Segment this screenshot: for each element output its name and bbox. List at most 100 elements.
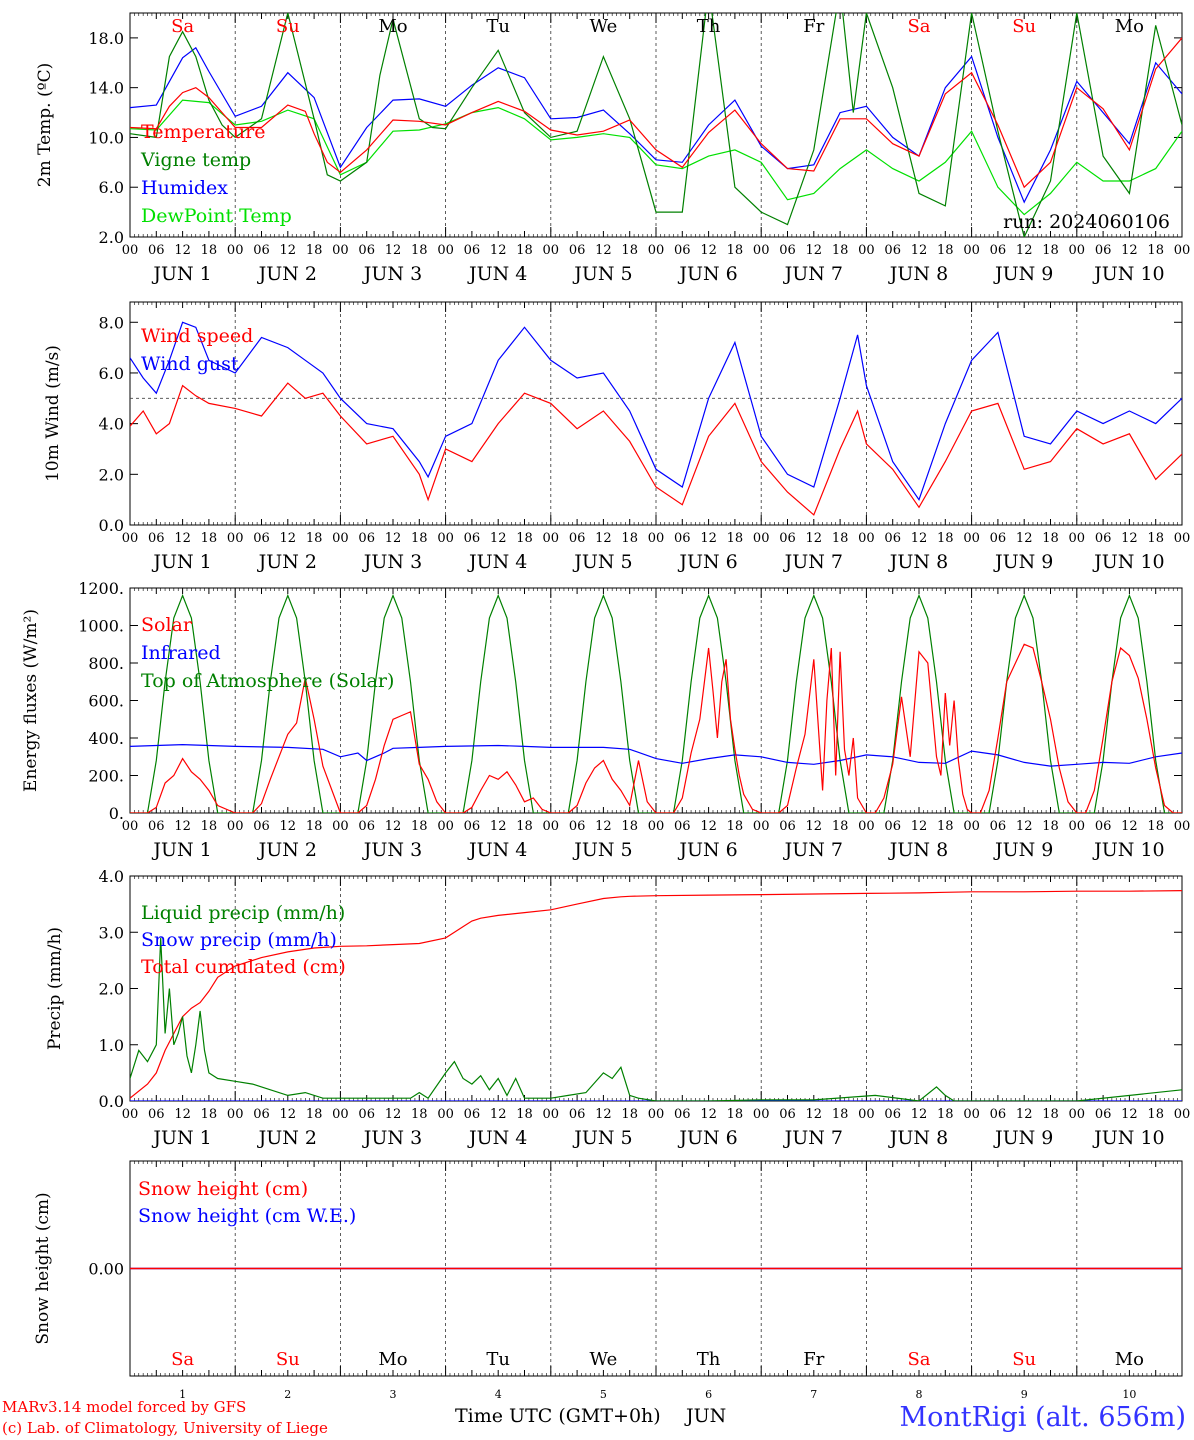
hour-tick-label: 00 xyxy=(858,243,875,258)
hour-tick-label: 12 xyxy=(174,243,191,258)
hour-tick-label: 18 xyxy=(1042,819,1059,834)
hour-tick-label: 12 xyxy=(490,819,507,834)
date-label: JUN 1 xyxy=(151,263,211,285)
legend-entry: Temperature xyxy=(141,121,265,143)
hour-tick-label: 06 xyxy=(674,1107,691,1122)
day-number-label: 10 xyxy=(1122,1388,1136,1401)
date-label: JUN 5 xyxy=(572,1127,632,1149)
series-line-temperature xyxy=(130,37,1182,189)
hour-tick-label: 12 xyxy=(280,1107,297,1122)
date-label: JUN 9 xyxy=(993,1127,1053,1149)
series-line-wind-gust xyxy=(130,321,1182,502)
hour-tick-label: 18 xyxy=(832,243,849,258)
hour-tick-label: 00 xyxy=(227,1107,244,1122)
hour-tick-label: 12 xyxy=(911,1107,928,1122)
hour-tick-label: 06 xyxy=(358,243,375,258)
weekday-label: Su xyxy=(1012,16,1036,37)
hour-tick-label: 06 xyxy=(569,531,586,546)
hour-tick-label: 00 xyxy=(1069,243,1086,258)
run-annotation: run: 2024060106 xyxy=(1003,211,1170,233)
series-line-total-cumulated-cm- xyxy=(130,890,1182,1099)
hour-tick-label: 18 xyxy=(1042,1107,1059,1122)
date-label: JUN 2 xyxy=(257,263,317,285)
station-title: MontRigi (alt. 656m) xyxy=(899,1402,1186,1433)
series-line-dewpoint-temp xyxy=(130,99,1182,216)
hour-tick-label: 06 xyxy=(253,531,270,546)
hour-tick-label: 06 xyxy=(253,1107,270,1122)
hour-tick-label: 12 xyxy=(280,819,297,834)
series-line-wind-speed xyxy=(130,382,1182,516)
hour-tick-label: 00 xyxy=(963,1107,980,1122)
date-label: JUN 8 xyxy=(888,839,948,861)
date-label: JUN 9 xyxy=(993,263,1053,285)
y-tick-label: 0.0 xyxy=(99,516,124,535)
weekday-label: Sa xyxy=(171,16,194,37)
hour-tick-label: 12 xyxy=(385,531,402,546)
legend-entry: Vigne temp xyxy=(140,149,251,171)
hour-tick-label: 12 xyxy=(595,1107,612,1122)
hour-tick-label: 18 xyxy=(621,243,638,258)
hour-tick-label: 06 xyxy=(884,243,901,258)
hour-tick-label: 00 xyxy=(122,531,139,546)
hour-tick-label: 18 xyxy=(727,531,744,546)
weekday-label: Mo xyxy=(378,16,407,37)
hour-tick-label: 12 xyxy=(595,243,612,258)
day-number-label: 4 xyxy=(495,1388,502,1401)
hour-tick-label: 06 xyxy=(1095,531,1112,546)
weekday-label: Fr xyxy=(803,1349,824,1370)
weekday-label: Sa xyxy=(907,1349,930,1370)
hour-tick-label: 00 xyxy=(437,243,454,258)
hour-tick-label: 18 xyxy=(832,819,849,834)
hour-tick-label: 06 xyxy=(1095,243,1112,258)
date-label: JUN 10 xyxy=(1092,839,1164,861)
hour-tick-label: 12 xyxy=(490,1107,507,1122)
hour-tick-label: 06 xyxy=(779,243,796,258)
hour-tick-label: 18 xyxy=(1147,819,1164,834)
series-line-liquid-precip-mm-h- xyxy=(130,937,1182,1101)
hour-tick-label: 12 xyxy=(700,819,717,834)
hour-tick-label: 12 xyxy=(806,243,823,258)
date-label: JUN 4 xyxy=(467,1127,527,1149)
hour-tick-label: 12 xyxy=(490,531,507,546)
date-label: JUN 7 xyxy=(783,551,843,573)
hour-tick-label: 00 xyxy=(963,819,980,834)
hour-tick-label: 00 xyxy=(1069,819,1086,834)
hour-tick-label: 12 xyxy=(490,243,507,258)
hour-tick-label: 06 xyxy=(990,1107,1007,1122)
hour-tick-label: 12 xyxy=(1121,531,1138,546)
date-label: JUN 10 xyxy=(1092,551,1164,573)
hour-tick-label: 00 xyxy=(227,531,244,546)
hour-tick-label: 06 xyxy=(990,531,1007,546)
y-tick-label: 6.0 xyxy=(99,178,124,197)
hour-tick-label: 06 xyxy=(569,243,586,258)
hour-tick-label: 18 xyxy=(306,1107,323,1122)
y-tick-label: 4.0 xyxy=(99,415,124,434)
y-tick-label: 0.0 xyxy=(99,1092,124,1111)
date-label: JUN 9 xyxy=(993,551,1053,573)
hour-tick-label: 18 xyxy=(1042,243,1059,258)
legend-entry: Wind gust xyxy=(141,353,239,375)
hour-tick-label: 18 xyxy=(411,243,428,258)
date-label: JUN 3 xyxy=(362,1127,422,1149)
date-label: JUN 10 xyxy=(1092,263,1164,285)
hour-tick-label: 00 xyxy=(1174,819,1191,834)
day-number-label: 7 xyxy=(810,1388,817,1401)
hour-tick-label: 18 xyxy=(201,243,218,258)
series-line-vigne-temp xyxy=(130,13,1182,237)
weekday-label: Fr xyxy=(803,16,824,37)
hour-tick-label: 18 xyxy=(516,243,533,258)
hour-tick-label: 06 xyxy=(569,819,586,834)
weekday-label: Mo xyxy=(1115,16,1144,37)
hour-tick-label: 18 xyxy=(621,531,638,546)
hour-tick-label: 12 xyxy=(1121,819,1138,834)
day-number-label: 3 xyxy=(390,1388,397,1401)
hour-tick-label: 00 xyxy=(1174,1107,1191,1122)
hour-tick-label: 06 xyxy=(884,531,901,546)
hour-tick-label: 00 xyxy=(332,531,349,546)
hour-tick-label: 18 xyxy=(937,243,954,258)
hour-tick-label: 18 xyxy=(937,1107,954,1122)
hour-tick-label: 12 xyxy=(1121,243,1138,258)
hour-tick-label: 12 xyxy=(174,1107,191,1122)
weekday-label: Su xyxy=(276,1349,300,1370)
